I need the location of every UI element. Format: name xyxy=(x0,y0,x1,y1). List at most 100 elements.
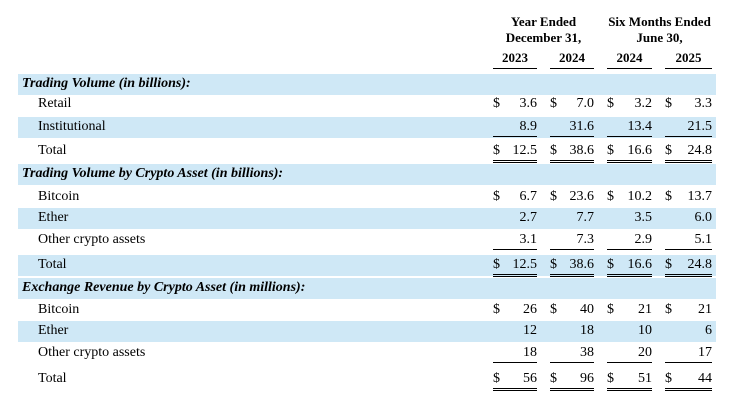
total-double-underline xyxy=(607,274,652,277)
subtotal-underline xyxy=(665,136,712,137)
currency-symbol: $ xyxy=(493,371,500,386)
column-group-header: Six Months Ended xyxy=(608,14,711,29)
subtotal-underline xyxy=(665,362,712,363)
section-title: Exchange Revenue by Crypto Asset (in mil… xyxy=(22,280,306,295)
subtotal-underline xyxy=(493,249,537,250)
cell-value: 3.5 xyxy=(634,210,653,225)
currency-symbol: $ xyxy=(550,371,557,386)
total-double-underline xyxy=(493,160,537,163)
year-header: 2023 xyxy=(502,50,528,65)
cell-value: 8.9 xyxy=(519,119,538,134)
cell-value: 56 xyxy=(523,371,537,386)
currency-symbol: $ xyxy=(550,96,557,111)
cell-value: 3.6 xyxy=(519,96,538,111)
subtotal-underline xyxy=(607,136,652,137)
cell-value: 26 xyxy=(523,302,537,317)
cell-value: 38 xyxy=(580,345,594,360)
total-double-underline xyxy=(665,274,712,277)
column-group-header: December 31, xyxy=(505,30,582,45)
cell-value: 96 xyxy=(580,371,594,386)
currency-symbol: $ xyxy=(665,371,672,386)
cell-value: 10.2 xyxy=(627,189,653,204)
subtotal-underline xyxy=(665,249,712,250)
row-label: Bitcoin xyxy=(38,302,80,317)
currency-symbol: $ xyxy=(607,96,614,111)
section-title: Trading Volume (in billions): xyxy=(22,76,191,91)
row-shading xyxy=(18,208,716,229)
subtotal-underline xyxy=(607,249,652,250)
total-double-underline xyxy=(607,160,652,163)
subtotal-underline xyxy=(607,362,652,363)
currency-symbol: $ xyxy=(550,143,557,158)
cell-value: 2.9 xyxy=(634,232,653,247)
currency-symbol: $ xyxy=(665,189,672,204)
currency-symbol: $ xyxy=(550,189,557,204)
cell-value: 38.6 xyxy=(569,257,595,272)
row-label: Other crypto assets xyxy=(38,232,146,247)
cell-value: 21.5 xyxy=(687,119,713,134)
column-group-header: Year Ended xyxy=(510,14,577,29)
row-shading xyxy=(18,164,716,185)
currency-symbol: $ xyxy=(665,257,672,272)
cell-value: 7.0 xyxy=(576,96,595,111)
currency-symbol: $ xyxy=(607,257,614,272)
total-double-underline xyxy=(493,274,537,277)
cell-value: 7.7 xyxy=(576,210,595,225)
section-title: Trading Volume by Crypto Asset (in billi… xyxy=(22,166,284,181)
subtotal-underline xyxy=(493,362,537,363)
currency-symbol: $ xyxy=(493,96,500,111)
currency-symbol: $ xyxy=(493,302,500,317)
cell-value: 13.7 xyxy=(687,189,713,204)
currency-symbol: $ xyxy=(607,302,614,317)
total-double-underline xyxy=(550,160,594,163)
cell-value: 38.6 xyxy=(569,143,595,158)
cell-value: 20 xyxy=(638,345,652,360)
cell-value: 10 xyxy=(638,323,652,338)
subtotal-underline xyxy=(550,249,594,250)
subtotal-underline xyxy=(550,362,594,363)
total-double-underline xyxy=(493,388,537,391)
row-label: Ether xyxy=(38,210,69,225)
cell-value: 12.5 xyxy=(512,257,538,272)
total-double-underline xyxy=(665,388,712,391)
header-underline xyxy=(607,68,652,69)
cell-value: 6.0 xyxy=(694,210,713,225)
cell-value: 3.1 xyxy=(519,232,538,247)
total-double-underline xyxy=(550,388,594,391)
row-label: Bitcoin xyxy=(38,189,80,204)
row-shading xyxy=(18,74,716,95)
cell-value: 24.8 xyxy=(687,257,713,272)
currency-symbol: $ xyxy=(607,189,614,204)
cell-value: 7.3 xyxy=(576,232,595,247)
row-label: Total xyxy=(38,143,67,158)
row-label: Institutional xyxy=(38,119,106,134)
total-double-underline xyxy=(665,160,712,163)
currency-symbol: $ xyxy=(665,302,672,317)
cell-value: 6 xyxy=(705,323,712,338)
column-group-header: June 30, xyxy=(636,30,683,45)
header-underline xyxy=(550,68,594,69)
subtotal-underline xyxy=(550,136,594,137)
cell-value: 23.6 xyxy=(569,189,595,204)
currency-symbol: $ xyxy=(493,257,500,272)
cell-value: 16.6 xyxy=(627,257,653,272)
row-label: Total xyxy=(38,371,67,386)
cell-value: 24.8 xyxy=(687,143,713,158)
cell-value: 18 xyxy=(523,345,537,360)
row-label: Retail xyxy=(38,96,72,111)
header-underline xyxy=(493,68,537,69)
cell-value: 12.5 xyxy=(512,143,538,158)
currency-symbol: $ xyxy=(665,96,672,111)
currency-symbol: $ xyxy=(665,143,672,158)
year-header: 2025 xyxy=(675,50,702,65)
cell-value: 3.2 xyxy=(634,96,653,111)
year-header: 2024 xyxy=(559,50,585,65)
cell-value: 6.7 xyxy=(519,189,538,204)
cell-value: 13.4 xyxy=(627,119,653,134)
cell-value: 3.3 xyxy=(694,96,713,111)
cell-value: 18 xyxy=(580,323,594,338)
row-shading xyxy=(18,321,716,342)
total-double-underline xyxy=(550,274,594,277)
cell-value: 51 xyxy=(638,371,652,386)
